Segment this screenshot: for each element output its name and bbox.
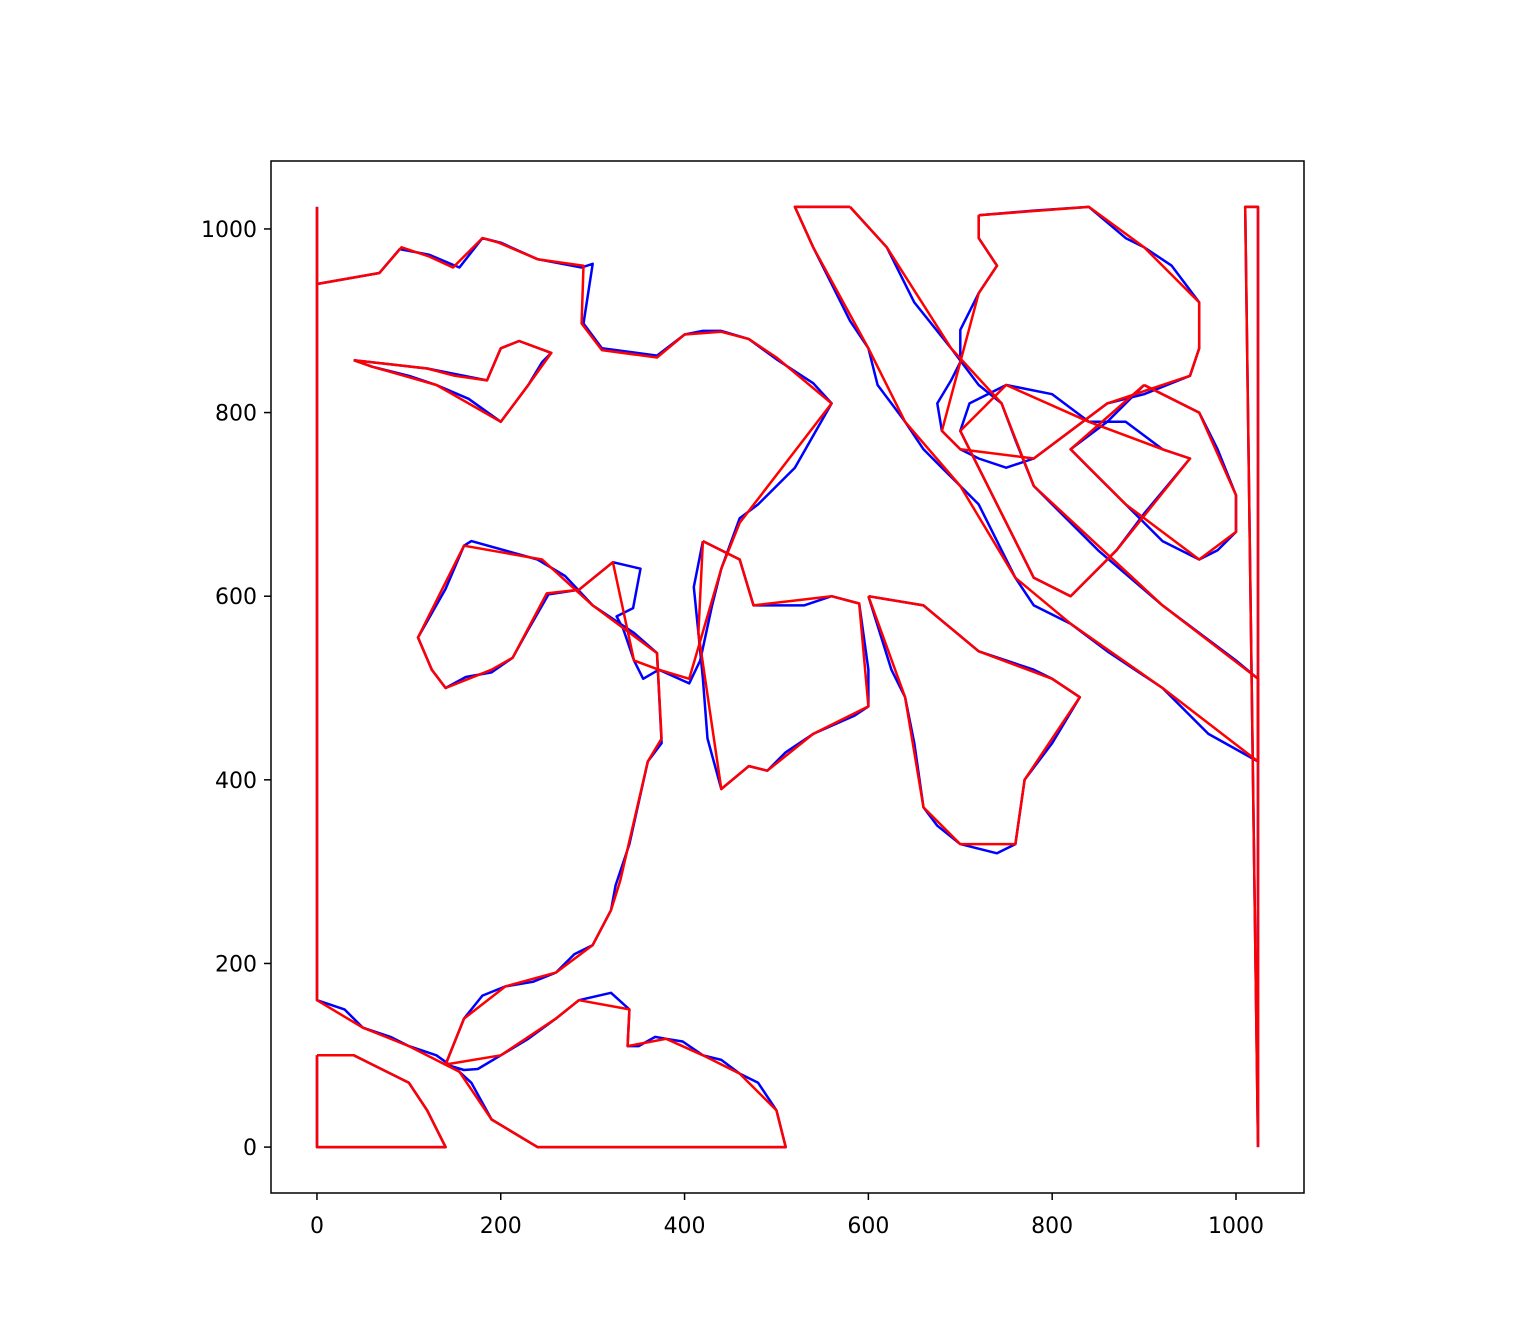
- x-tick-label-0: 0: [310, 1214, 324, 1239]
- series-layer: [315, 205, 1260, 1149]
- series-1-contour-7: [793, 205, 1260, 763]
- axes-frame: [270, 160, 1305, 1194]
- x-tick-label-2: 400: [664, 1214, 706, 1239]
- series-1-contour-2: [697, 539, 870, 791]
- y-tick-label-1: 200: [215, 952, 257, 977]
- series-1-contour-5: [940, 205, 1201, 460]
- y-tick-label-0: 0: [243, 1136, 257, 1161]
- x-axis: 0 200 400 600 800 1000: [310, 1193, 1264, 1239]
- y-axis: 0 200 400 600 800 1000: [201, 218, 271, 1161]
- series-1-contour-9: [1243, 205, 1260, 1148]
- x-tick-label-4: 800: [1031, 1214, 1073, 1239]
- series-1-contour-0: [315, 206, 833, 1149]
- y-tick-label-2: 400: [215, 769, 257, 794]
- x-tick-label-5: 1000: [1208, 1214, 1264, 1239]
- series-1-contour-8: [315, 1054, 447, 1149]
- x-tick-label-1: 200: [480, 1214, 522, 1239]
- series-1-contour-4: [959, 383, 1192, 598]
- y-tick-label-4: 800: [215, 402, 257, 427]
- x-tick-label-3: 600: [847, 1214, 889, 1239]
- y-tick-label-3: 600: [215, 585, 257, 610]
- series-1-contour-1: [353, 339, 553, 424]
- series-1-contour-3: [867, 594, 1082, 846]
- y-tick-label-5: 1000: [201, 218, 257, 243]
- series-1-contour-6: [1069, 383, 1238, 561]
